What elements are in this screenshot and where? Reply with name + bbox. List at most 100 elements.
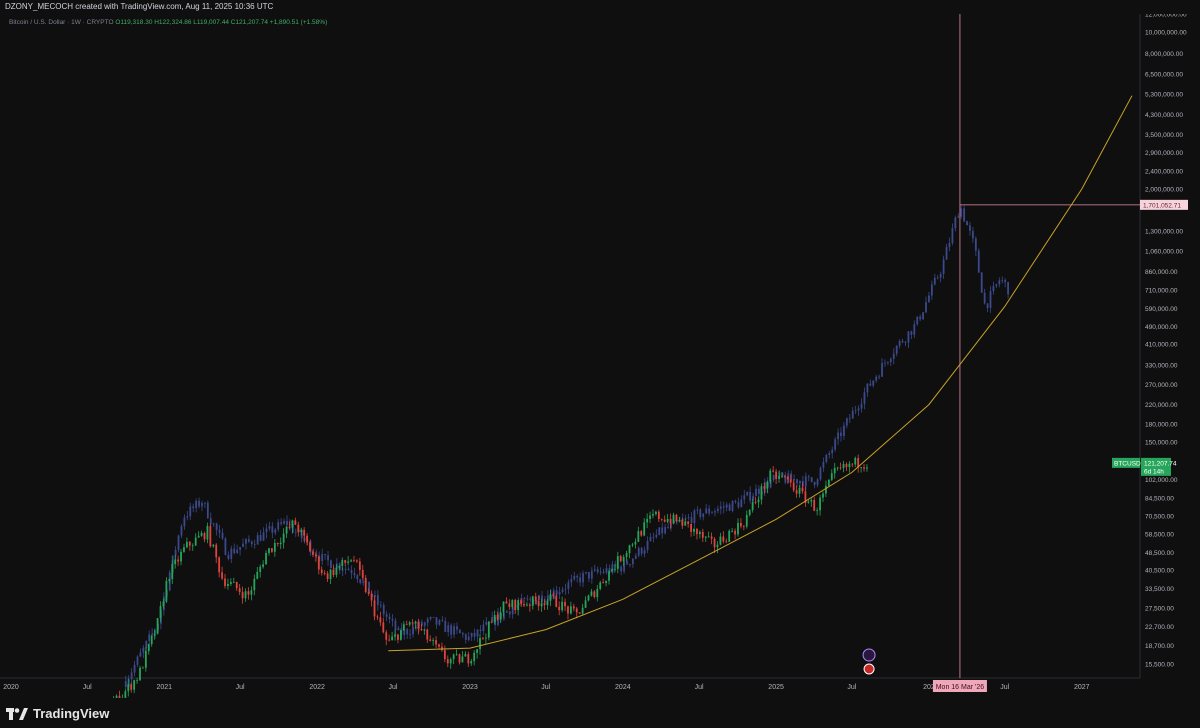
- actual-candle-body: [669, 518, 672, 524]
- projection-candle-body: [825, 454, 828, 462]
- projection-candle-body: [837, 432, 839, 440]
- actual-candle-body: [854, 457, 857, 465]
- projection-candle-body: [142, 647, 145, 653]
- projection-candle-body: [740, 499, 743, 508]
- actual-candle-body: [567, 606, 569, 614]
- projection-candle-body: [470, 632, 473, 637]
- projection-candle-body: [737, 502, 740, 508]
- actual-candle-body: [490, 621, 493, 623]
- y-tick-label: 2,400,000.00: [1145, 169, 1183, 176]
- projection-candle-body: [180, 526, 183, 536]
- actual-candle-body: [344, 560, 347, 563]
- projection-candle-body: [939, 274, 942, 278]
- actual-candle-body: [247, 591, 250, 595]
- projection-candle-body: [810, 477, 813, 482]
- projection-candle-body: [423, 622, 426, 626]
- actual-candle-body: [350, 560, 352, 562]
- actual-candle-body: [323, 573, 326, 574]
- actual-candle-body: [701, 531, 704, 538]
- projection-candle-body: [969, 225, 971, 231]
- actual-candle-body: [646, 518, 649, 523]
- tradingview-logo[interactable]: TradingView: [6, 706, 109, 721]
- projection-candle-body: [482, 624, 485, 631]
- actual-candle-body: [734, 530, 736, 535]
- actual-candle-body: [845, 463, 848, 468]
- projection-candle-body: [218, 529, 221, 533]
- actual-candle-body: [801, 487, 804, 492]
- actual-candle-body: [335, 567, 338, 575]
- actual-candle-body: [282, 533, 285, 543]
- projection-candle-body: [429, 617, 432, 619]
- projection-candle-body: [388, 616, 391, 620]
- projection-candle-body: [974, 238, 977, 251]
- projection-candle-body: [174, 549, 177, 556]
- y-tick-label: 220,000.00: [1145, 402, 1178, 409]
- actual-candle-body: [426, 629, 429, 640]
- projection-candle-body: [256, 535, 259, 545]
- actual-candle-body: [449, 659, 452, 664]
- actual-candle-body: [218, 557, 221, 573]
- actual-candle-body: [235, 581, 238, 589]
- actual-candle-body: [698, 531, 701, 535]
- projection-candle-body: [289, 524, 291, 525]
- actual-candle-body: [596, 588, 599, 598]
- actual-candle-body: [760, 486, 763, 500]
- actual-candle-body: [452, 654, 455, 660]
- projection-candle-body: [321, 554, 324, 561]
- actual-candle-body: [508, 603, 511, 607]
- actual-candle-body: [115, 695, 118, 698]
- actual-candle-body: [628, 545, 631, 554]
- projection-candle-body: [986, 303, 989, 308]
- actual-candle-body: [631, 544, 634, 546]
- projection-candle-body: [294, 531, 297, 533]
- y-tick-label: 710,000.00: [1145, 288, 1178, 295]
- actual-candle-body: [379, 617, 382, 623]
- actual-candle-body: [309, 542, 311, 552]
- chart-credit: DZONY_MECOCH created with TradingView.co…: [5, 2, 274, 11]
- actual-candle-body: [810, 500, 813, 502]
- projection-candle-body: [456, 626, 458, 630]
- actual-candle-body: [783, 475, 786, 477]
- actual-candle-body: [294, 520, 297, 525]
- projection-candle-body: [523, 598, 526, 599]
- actual-candle-body: [608, 571, 610, 581]
- symbol-name[interactable]: Bitcoin / U.S. Dollar · 1W · CRYPTO: [9, 19, 114, 26]
- projection-candle-body: [212, 523, 215, 525]
- projection-candle-body: [204, 502, 206, 504]
- projection-candle-body: [734, 500, 737, 503]
- actual-candle-body: [420, 628, 423, 631]
- actual-candle-body: [666, 518, 669, 522]
- actual-candle-body: [227, 583, 229, 587]
- x-tick-label: 202: [923, 684, 935, 691]
- price-badge-countdown: 6d 14h: [1144, 468, 1164, 475]
- projection-candle-body: [198, 500, 200, 507]
- projection-candle-body: [315, 553, 318, 556]
- price-chart[interactable]: 12,000,000.00 10,000,000.00 8,000,000.00 6,…: [0, 14, 1200, 698]
- projection-candle-body: [640, 547, 643, 554]
- projection-candle-body: [441, 620, 444, 621]
- projection-candle-body: [341, 569, 344, 571]
- actual-candle-body: [704, 536, 707, 538]
- projection-candle-body: [664, 527, 667, 534]
- projection-candle-body: [887, 361, 889, 363]
- projection-candle-body: [963, 208, 966, 222]
- projection-candle-body: [473, 632, 476, 637]
- y-tick-label: 330,000.00: [1145, 363, 1178, 370]
- actual-candle-body: [842, 463, 845, 469]
- projection-candle-body: [538, 595, 540, 600]
- projection-candle-body: [643, 550, 646, 554]
- projection-candle-body: [928, 295, 930, 303]
- actual-candle-body: [816, 510, 819, 512]
- projection-candle-body: [247, 539, 250, 542]
- actual-candle-body: [256, 571, 259, 579]
- actual-candle-body: [438, 644, 440, 647]
- actual-candle-body: [353, 560, 355, 562]
- actual-candle-body: [338, 565, 341, 568]
- actual-candle-body: [851, 463, 854, 465]
- projection-candle-body: [403, 629, 406, 635]
- projection-candle-body: [564, 588, 567, 590]
- actual-candle-body: [470, 661, 473, 664]
- actual-candle-body: [543, 603, 546, 606]
- projection-candle-body: [382, 604, 385, 615]
- projection-candle-body: [347, 568, 350, 571]
